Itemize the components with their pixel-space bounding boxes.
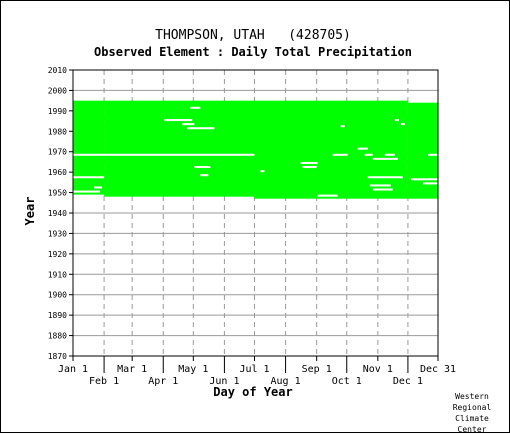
x-tick-label: Jan 1 (58, 364, 88, 375)
missing-data-gap (400, 123, 405, 126)
coverage-block (104, 100, 255, 197)
missing-data-gap (372, 157, 398, 160)
credit-line: Center (458, 425, 487, 434)
x-axis-label: Day of Year (213, 385, 292, 399)
y-tick-label: 1940 (48, 209, 67, 218)
coverage-block (254, 100, 408, 199)
missing-data-gap (357, 147, 368, 150)
missing-data-gap (182, 123, 195, 126)
x-tick-label: Apr 1 (148, 376, 178, 387)
y-tick-label: 1930 (48, 229, 67, 238)
credit-line: Western (455, 392, 489, 401)
credit-line: Regional (453, 403, 492, 412)
coverage-layer (73, 100, 438, 199)
chart-title: THOMPSON, UTAH (428705) (155, 28, 351, 43)
x-tick-label: Dec 31 (420, 364, 456, 375)
y-tick-label: 1990 (48, 107, 67, 116)
missing-data-gap (300, 161, 318, 164)
missing-data-gap (187, 127, 215, 130)
missing-data-gap (394, 119, 399, 122)
y-tick-label: 1980 (48, 127, 67, 136)
x-tick-label: Nov 1 (363, 364, 393, 375)
missing-data-gap (332, 153, 348, 156)
missing-data-gap (369, 184, 391, 187)
y-tick-label: 1880 (48, 332, 67, 341)
x-tick-label: Mar 1 (117, 364, 147, 375)
axes (69, 69, 439, 373)
y-tick-labels: 1870 1880 1890 1900 1910 1920 1930 1940 1950 1960… (48, 66, 67, 361)
x-tick-label: Jun 1 (209, 376, 239, 387)
missing-data-gap (73, 176, 105, 179)
credit-block: Western Regional Climate Center (453, 392, 492, 434)
y-tick-label: 2010 (48, 66, 67, 75)
x-tick-label: Oct 1 (332, 376, 362, 387)
missing-data-gap (317, 194, 338, 197)
x-tick-label: Aug 1 (271, 376, 301, 387)
y-tick-label: 1970 (48, 148, 67, 157)
y-axis-label: Year (23, 197, 37, 226)
missing-data-gap (422, 182, 438, 185)
missing-data-gap (384, 153, 395, 156)
missing-data-gap (73, 190, 101, 193)
missing-data-gap (367, 176, 403, 179)
chart-subtitle: Observed Element : Daily Total Precipita… (94, 45, 412, 59)
missing-data-gap (200, 174, 209, 177)
missing-data-gap (410, 178, 438, 181)
missing-data-gap (164, 119, 193, 122)
missing-data-gap (73, 153, 255, 156)
missing-data-gap (427, 153, 438, 156)
missing-data-gap (372, 188, 393, 191)
x-tick-label: Sep 1 (302, 364, 332, 375)
missing-data-gap (190, 106, 201, 109)
coverage-block (73, 100, 105, 195)
x-tick-label: Dec 1 (393, 376, 423, 387)
y-tick-label: 1890 (48, 311, 67, 320)
y-tick-label: 1900 (48, 291, 67, 300)
y-tick-label: 1920 (48, 250, 67, 259)
missing-data-gap (194, 166, 211, 169)
credit-line: Climate (455, 414, 489, 423)
y-tick-label: 1960 (48, 168, 67, 177)
y-tick-label: 1870 (48, 352, 67, 361)
missing-data-gap (94, 186, 103, 189)
missing-data-gap (260, 170, 265, 173)
x-tick-label: Feb 1 (89, 376, 119, 387)
missing-data-gap (340, 125, 345, 128)
missing-data-gap (364, 153, 373, 156)
y-tick-label: 2000 (48, 86, 67, 95)
missing-data-gap (302, 166, 317, 169)
x-tick-label: May 1 (178, 364, 208, 375)
y-tick-label: 1950 (48, 189, 67, 198)
gap-layer (73, 106, 438, 197)
y-tick-label: 1910 (48, 270, 67, 279)
x-tick-label: Jul 1 (239, 364, 269, 375)
